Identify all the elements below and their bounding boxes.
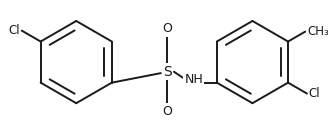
- Text: O: O: [162, 22, 172, 35]
- Text: Cl: Cl: [309, 87, 320, 100]
- Text: NH: NH: [184, 73, 203, 86]
- Text: Cl: Cl: [8, 24, 20, 37]
- Text: CH₃: CH₃: [307, 25, 329, 38]
- Text: O: O: [162, 105, 172, 117]
- Text: S: S: [163, 65, 172, 79]
